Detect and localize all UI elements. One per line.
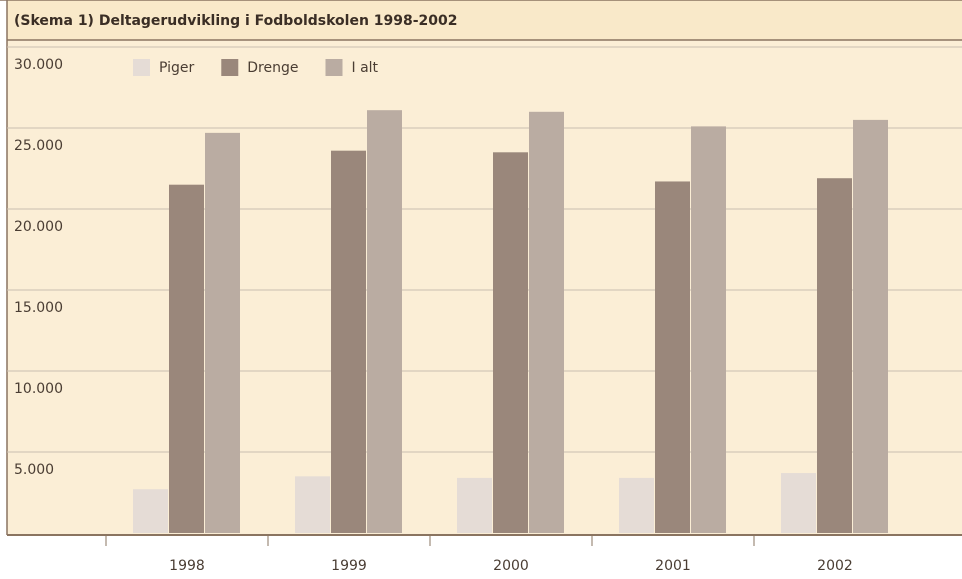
bar: [493, 152, 528, 534]
y-tick-label: 15.000: [14, 300, 63, 316]
legend-label: I alt: [352, 60, 379, 76]
legend-label: Piger: [159, 60, 195, 76]
legend-label: Drenge: [247, 60, 298, 76]
bar: [529, 111, 564, 534]
legend-swatch: [221, 59, 239, 76]
legend-swatch: [325, 59, 343, 76]
x-tick-label: 1999: [331, 558, 367, 574]
bar: [367, 110, 402, 534]
y-tick-label: 20.000: [14, 219, 63, 235]
bar: [331, 150, 366, 533]
plot-background: [7, 0, 962, 535]
bar: [691, 126, 726, 533]
bar: [457, 477, 492, 533]
y-tick-label: 30.000: [14, 57, 63, 73]
bar: [133, 489, 168, 533]
bar: [295, 476, 330, 533]
x-tick-label: 2001: [655, 558, 691, 574]
bar: [619, 477, 654, 533]
x-tick-label: 1998: [169, 558, 205, 574]
x-tick-label: 2000: [493, 558, 529, 574]
bar: [853, 119, 888, 534]
chart-title: (Skema 1) Deltagerudvikling i Fodboldsko…: [14, 13, 458, 29]
y-tick-label: 25.000: [14, 138, 63, 154]
bar: [817, 178, 852, 533]
bar: [205, 132, 240, 534]
bar: [169, 184, 204, 533]
bar: [781, 473, 816, 533]
y-tick-label: 10.000: [14, 381, 63, 397]
legend-swatch: [133, 59, 150, 76]
x-tick-label: 2002: [817, 558, 853, 574]
bar: [655, 181, 690, 533]
y-tick-label: 5.000: [14, 462, 54, 478]
title-bar: [7, 0, 962, 40]
